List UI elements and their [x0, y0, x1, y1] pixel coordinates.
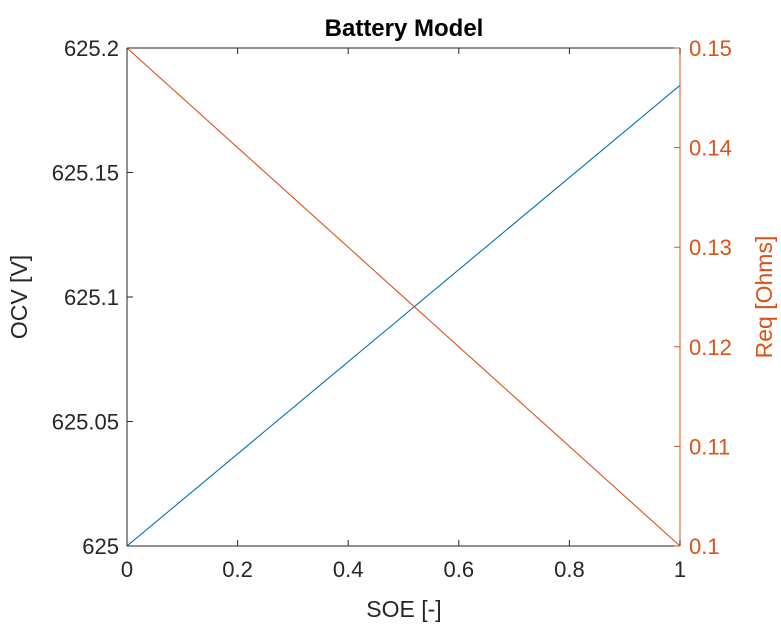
ocv-series-line — [126, 84, 681, 547]
y-left-tick-label: 625.15 — [52, 161, 119, 186]
x-axis-label: SOE [-] — [366, 596, 441, 622]
y-right-tick-label: 0.12 — [689, 335, 732, 360]
x-tick-label: 1 — [674, 557, 686, 582]
labels-layer: Battery Model SOE [-] OCV [V] Req [Ohms] — [6, 15, 777, 622]
x-tick-label: 0.2 — [222, 557, 253, 582]
y-left-tick-label: 625.2 — [64, 36, 119, 61]
y-left-axis-label: OCV [V] — [6, 255, 32, 339]
x-tick-label: 0.4 — [333, 557, 364, 582]
x-tick-label: 0.8 — [554, 557, 585, 582]
req-series-line — [126, 47, 681, 547]
x-tick-label: 0.6 — [444, 557, 475, 582]
y-right-tick-label: 0.15 — [689, 36, 732, 61]
y-left-tick-label: 625.05 — [52, 410, 119, 435]
series-layer — [126, 47, 681, 547]
y-right-tick-label: 0.1 — [689, 534, 720, 559]
y-right-tick-label: 0.11 — [689, 434, 730, 459]
chart-title: Battery Model — [325, 15, 484, 42]
y-right-tick-label: 0.13 — [689, 235, 732, 260]
y-right-axis-label: Req [Ohms] — [751, 236, 777, 359]
y-left-tick-label: 625.1 — [64, 285, 119, 310]
x-tick-label: 0 — [121, 557, 133, 582]
axes-layer: 0 0.2 0.4 0.6 0.8 1 625 625.05 625.1 625.15 625.2 0… — [52, 36, 732, 582]
y-right-tick-label: 0.14 — [689, 136, 732, 161]
y-left-tick-label: 625 — [82, 534, 119, 559]
